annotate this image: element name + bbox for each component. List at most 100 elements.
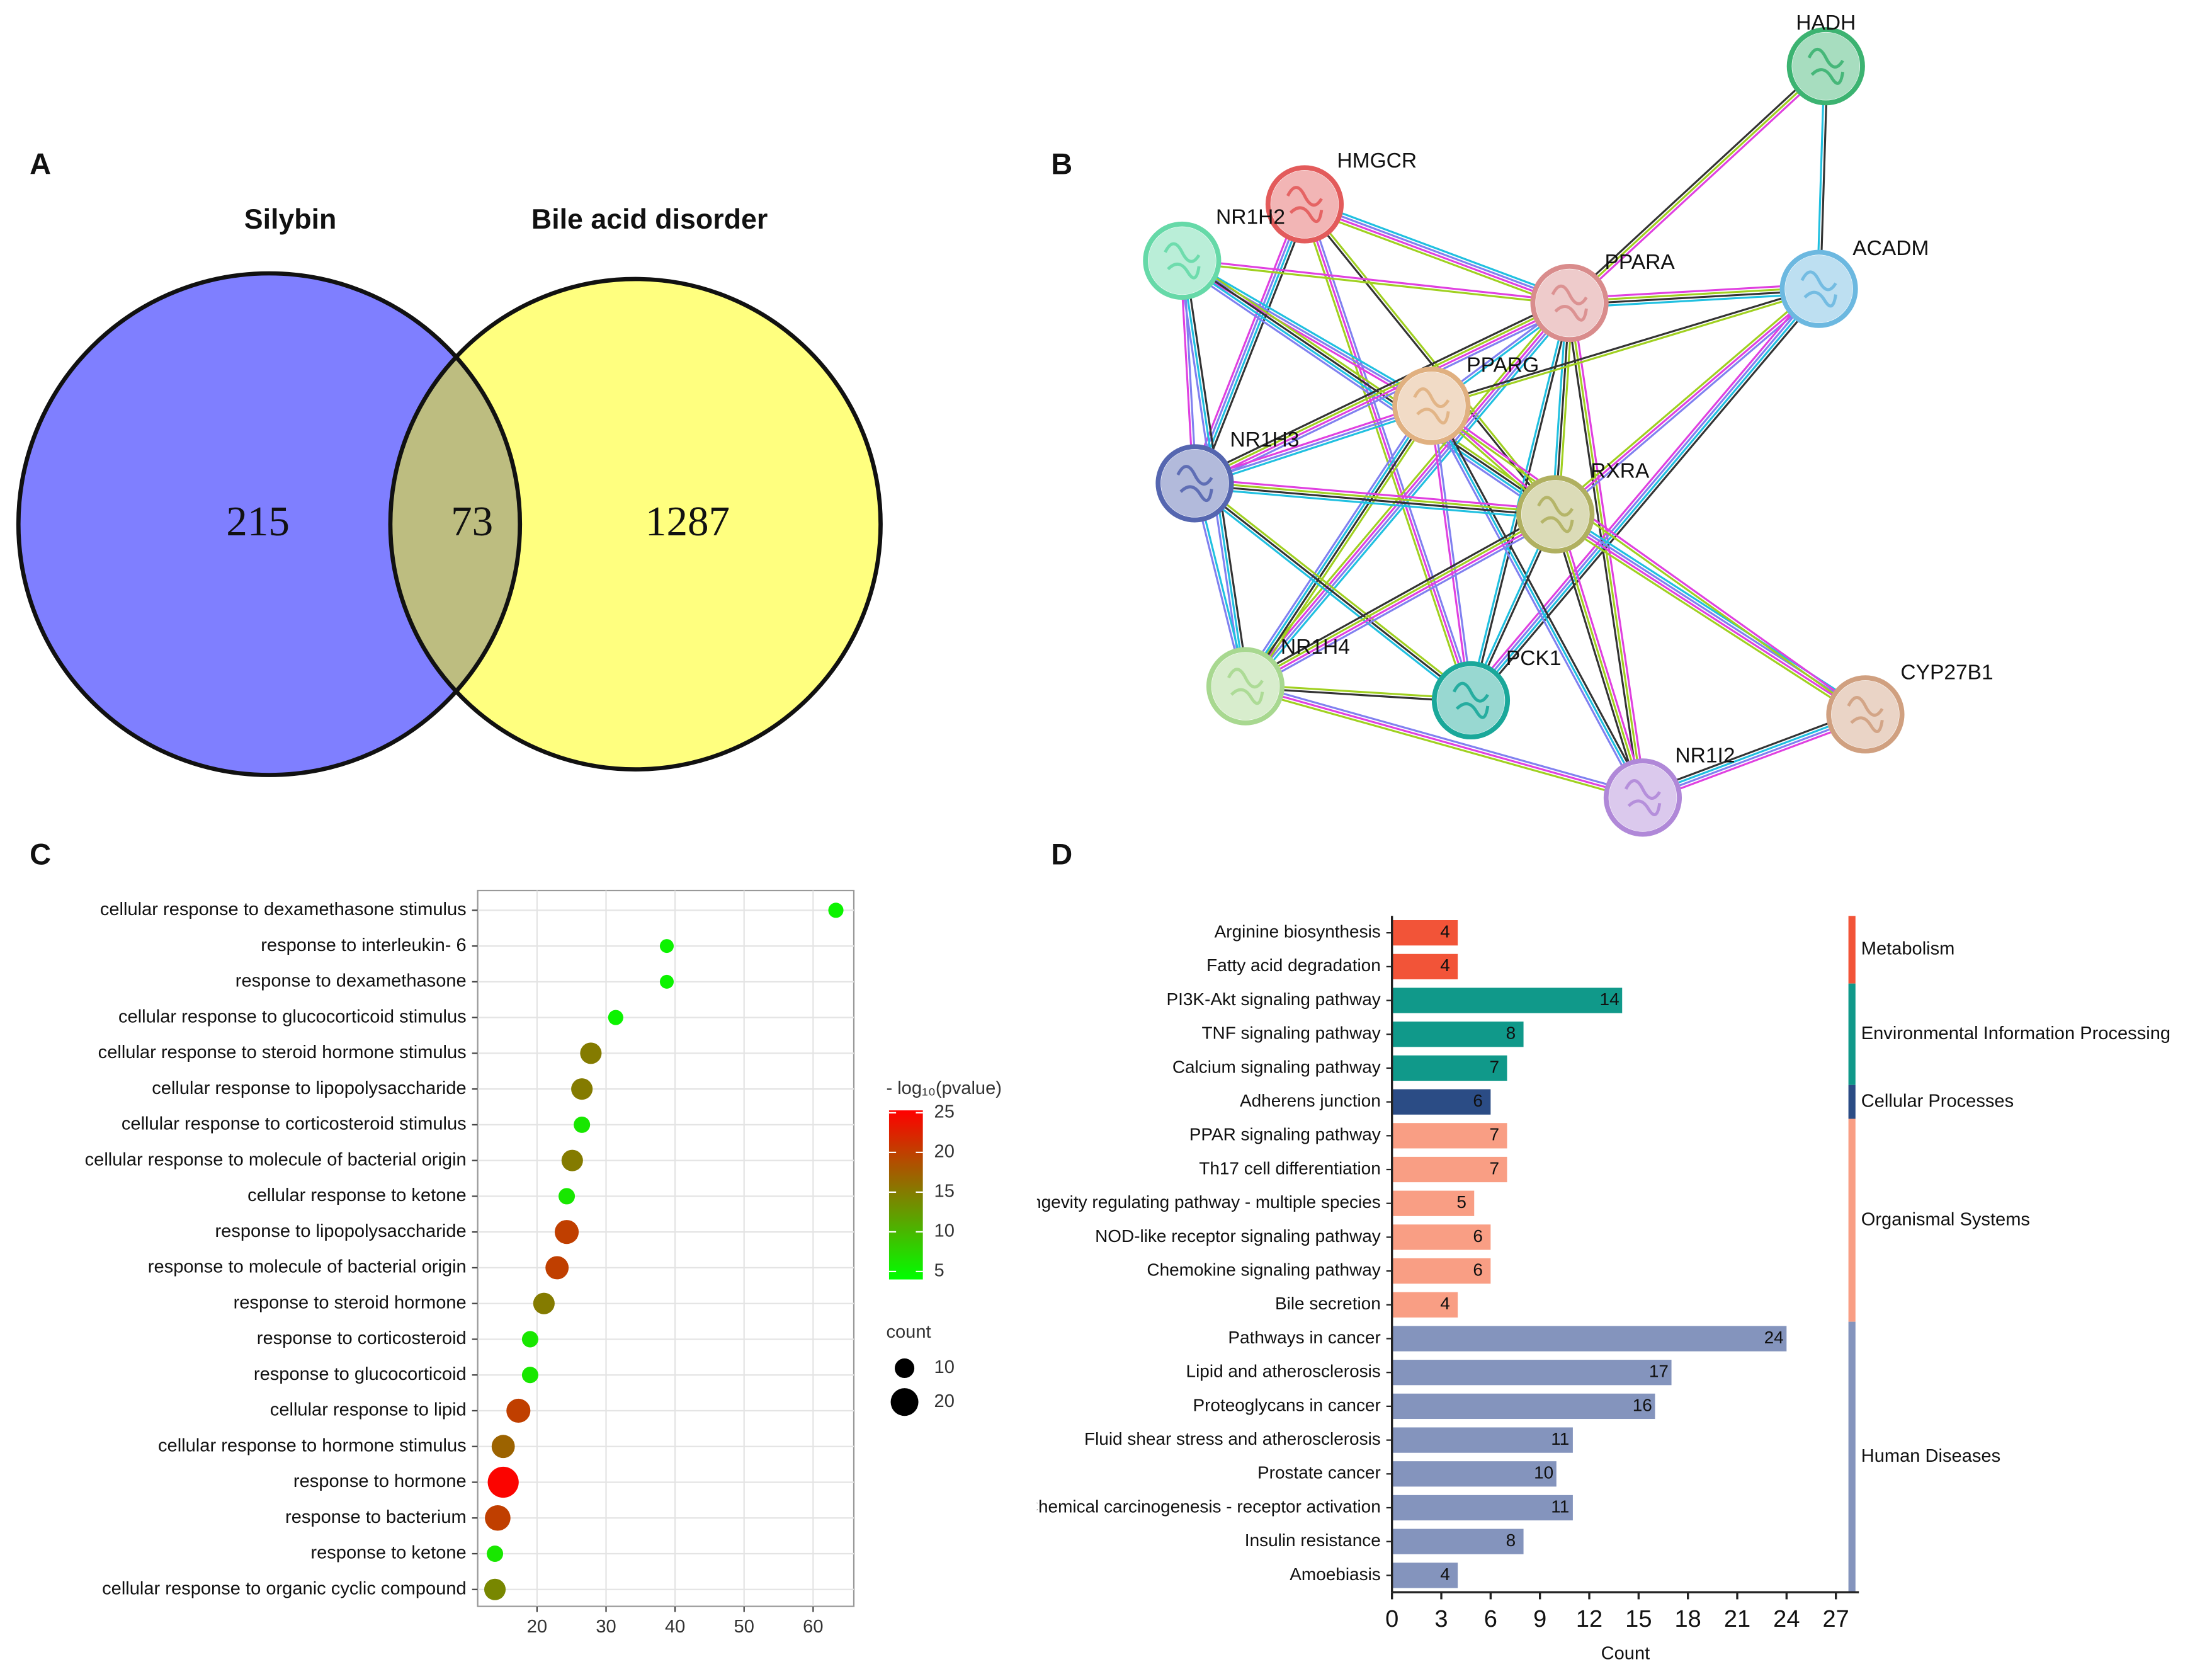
- y-tick-label: Bile secretion: [1275, 1294, 1381, 1313]
- bar: [1392, 1461, 1557, 1487]
- node-fill: [1784, 254, 1853, 323]
- panel-c: C 20 30 40 50 60 cellular response to dexameth…: [30, 838, 1002, 1637]
- group-stripe: [1848, 1119, 1856, 1322]
- group-label: Human Diseases: [1861, 1446, 2000, 1466]
- y-tick-label: cellular response to corticosteroid stim…: [122, 1114, 467, 1134]
- x-tick-label: 9: [1533, 1606, 1546, 1632]
- y-tick-label: cellular response to steroid hormone sti…: [98, 1042, 467, 1062]
- dot: [571, 1078, 593, 1100]
- network-edge: [1192, 297, 1568, 481]
- dot: [659, 974, 674, 989]
- node-label: NR1H3: [1230, 428, 1299, 452]
- x-tick-label: 30: [596, 1617, 616, 1637]
- node-label: PPARG: [1466, 354, 1539, 377]
- x-tick-label: 21: [1724, 1606, 1750, 1632]
- network-edge: [1192, 485, 1470, 704]
- x-tick-label: 60: [803, 1617, 823, 1637]
- node-fill: [1148, 227, 1217, 295]
- bar-value-label: 16: [1633, 1395, 1652, 1415]
- network-edge: [1194, 404, 1432, 484]
- y-tick-label: cellular response to hormone stimulus: [158, 1435, 467, 1455]
- node-fill: [1609, 763, 1677, 832]
- network-edge: [1640, 709, 1864, 794]
- node-fill: [1437, 666, 1505, 734]
- y-tick-label: Adherens junction: [1240, 1091, 1381, 1110]
- bar-value-label: 8: [1506, 1530, 1516, 1550]
- network-edge: [1247, 517, 1558, 692]
- bar: [1392, 1326, 1787, 1352]
- y-tick-label: cellular response to organic cyclic comp…: [102, 1578, 467, 1598]
- y-tick-label: cellular response to ketone: [247, 1185, 467, 1205]
- network-edge: [1195, 204, 1307, 484]
- venn-set: [18, 273, 520, 775]
- network-edge: [1184, 256, 1559, 511]
- dot: [484, 1578, 506, 1600]
- network-edge: [1194, 303, 1571, 486]
- dot: [659, 939, 674, 954]
- y-tick-label: cellular response to lipid: [270, 1400, 467, 1420]
- protein-glyph: [1176, 465, 1213, 502]
- network-edge: [1245, 685, 1643, 799]
- node-fill: [1271, 170, 1339, 239]
- y-tick-label: PPAR signaling pathway: [1189, 1125, 1381, 1144]
- y-tick-label: response to glucocorticoid: [254, 1364, 467, 1384]
- node-fill: [1535, 269, 1604, 337]
- size-key: [894, 1358, 915, 1379]
- protein-glyph: [1624, 779, 1662, 816]
- bar-value-label: 4: [1440, 955, 1450, 975]
- protein-glyph: [1413, 387, 1450, 424]
- venn-count: 73: [451, 498, 493, 545]
- bar-value-label: 6: [1473, 1091, 1483, 1110]
- dot: [545, 1256, 569, 1280]
- panel-a: A Silybin Bile acid disorder 215 73 1287: [16, 147, 883, 777]
- bar-value-label: 11: [1551, 1496, 1569, 1516]
- network-edge: [1643, 715, 1866, 800]
- node-label: NR1H2: [1216, 206, 1285, 229]
- panel-letter: B: [1051, 147, 1072, 180]
- bar-value-label: 5: [1456, 1192, 1466, 1212]
- network-edge: [1567, 63, 1825, 302]
- network-edge: [1245, 406, 1434, 688]
- network-edge: [1431, 289, 1820, 409]
- group-stripe: [1848, 1085, 1856, 1119]
- protein-glyph: [1807, 47, 1845, 85]
- network-edge: [1570, 67, 1829, 306]
- network-node: [1155, 444, 1234, 523]
- node-label: PCK1: [1506, 647, 1562, 670]
- network-edge: [1468, 287, 1818, 700]
- y-tick-label: Calcium signaling pathway: [1172, 1057, 1381, 1076]
- bar-value-label: 7: [1490, 1158, 1500, 1178]
- group-stripe: [1848, 916, 1856, 984]
- x-tick-label: 0: [1385, 1606, 1398, 1632]
- y-tick-label: Insulin resistance: [1245, 1530, 1381, 1550]
- y-tick-label: response to bacterium: [285, 1507, 467, 1527]
- y-tick-label: Fluid shear stress and atherosclerosis: [1084, 1429, 1381, 1449]
- y-tick-label: response to dexamethasone: [235, 971, 467, 991]
- network-edge: [1182, 258, 1570, 303]
- network-edge: [1553, 285, 1818, 513]
- y-tick-label: Chemokine signaling pathway: [1147, 1260, 1380, 1280]
- network-edge: [1244, 512, 1555, 686]
- network-edge: [1568, 302, 1644, 798]
- dot: [521, 1331, 538, 1348]
- network-edge: [1305, 199, 1572, 300]
- y-tick-label: PI3K-Akt signaling pathway: [1166, 989, 1380, 1009]
- network-edge: [1430, 405, 1644, 799]
- network-edge: [1552, 517, 1864, 719]
- dot: [580, 1042, 602, 1064]
- network-edge: [1300, 205, 1469, 702]
- y-tick-label: response to corticosteroid: [257, 1328, 467, 1348]
- network-node: [1603, 758, 1682, 837]
- group-label: Environmental Information Processing: [1861, 1023, 2170, 1044]
- colorbar-label: 5: [934, 1261, 944, 1281]
- network-edge: [1557, 513, 1647, 797]
- network-edge: [1555, 288, 1820, 515]
- bar: [1392, 1393, 1655, 1420]
- bar-value-label: 10: [1534, 1463, 1553, 1483]
- node-fill: [1160, 449, 1229, 518]
- bar: [1392, 1055, 1507, 1081]
- colorbar: [888, 1110, 923, 1280]
- protein-glyph: [1452, 681, 1490, 719]
- colorbar-title: - log₁₀(pvalue): [886, 1078, 1002, 1098]
